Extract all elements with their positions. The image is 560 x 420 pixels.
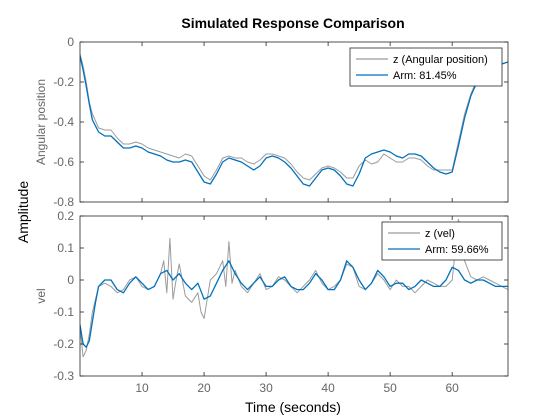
top-series-measured-line (80, 53, 508, 181)
bottom-legend-entry-label: Arm: 59.66% (425, 244, 489, 256)
bottom-y-axis-label: vel (34, 288, 48, 303)
bottom-legend-box (381, 221, 503, 261)
top-series-model-line (80, 55, 508, 187)
x-tick-label: 40 (321, 381, 335, 395)
x-tick-label: 60 (445, 381, 459, 395)
bottom-y-tick-label: 0.1 (57, 241, 74, 255)
top-y-axis-label: Angular position (34, 79, 48, 165)
top-y-tick-label: -0.6 (53, 155, 74, 169)
x-tick-label: 30 (259, 381, 273, 395)
top-y-tick-label: -0.8 (53, 195, 74, 209)
bottom-y-tick-label: 0 (67, 273, 74, 287)
bottom-legend: z (vel) Arm: 59.66% (381, 221, 503, 261)
bottom-axes-frame (79, 215, 509, 377)
x-tick-label: 50 (383, 381, 397, 395)
bottom-axes: 10 20 30 40 50 60 0.2 0.1 0 -0.1 -0.2 -0.3 vel z (vel… (34, 209, 509, 395)
bottom-y-tick-label: -0.1 (53, 305, 74, 319)
x-tick-label: 20 (197, 381, 211, 395)
bottom-y-tick-label: 0.2 (57, 209, 74, 223)
x-tick-label: 10 (135, 381, 149, 395)
bottom-y-tick-label: -0.2 (53, 337, 74, 351)
top-legend-entry-label: z (Angular position) (393, 54, 488, 66)
top-y-tick-label: -0.2 (53, 75, 74, 89)
top-axes: 0 -0.2 -0.4 -0.6 -0.8 Angular position z (Angu… (34, 35, 509, 209)
bottom-legend-entry-label: z (vel) (425, 228, 455, 240)
figure-title: Simulated Response Comparison (181, 15, 404, 31)
top-legend-entry-label: Arm: 81.45% (393, 70, 457, 82)
top-legend-box (349, 47, 503, 87)
bottom-y-tick-label: -0.3 (53, 369, 74, 383)
top-y-tick-label: -0.4 (53, 115, 74, 129)
top-y-tick-label: 0 (67, 35, 74, 49)
top-legend: z (Angular position) Arm: 81.45% (349, 47, 503, 87)
top-series-group (80, 53, 508, 187)
figure-x-label: Time (seconds) (245, 399, 341, 415)
bottom-series-group (80, 218, 508, 358)
figure-y-label: Amplitude (15, 181, 31, 243)
bottom-series-model-line (80, 260, 508, 348)
